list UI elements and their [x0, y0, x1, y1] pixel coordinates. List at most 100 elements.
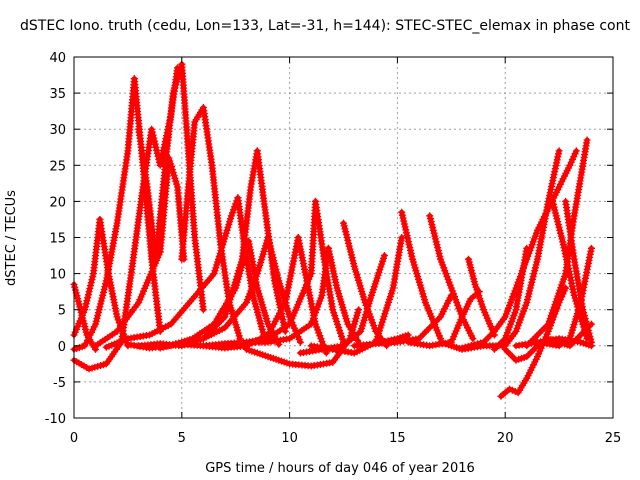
y-tick-label: 0	[58, 340, 66, 355]
plot-area	[70, 60, 595, 400]
data-point-marker	[555, 147, 563, 155]
data-point-marker	[582, 318, 590, 325]
chart-title: dSTEC Iono. truth (cedu, Lon=133, Lat=-3…	[20, 18, 630, 34]
data-point-marker	[572, 147, 580, 155]
y-tick-label: 30	[49, 123, 66, 138]
data-point-marker	[587, 244, 595, 252]
ticks: 0 5 10 15 20 25 -10 -5 0 5 10 15 20 25 30 35 40	[45, 51, 622, 446]
data-point-marker	[87, 279, 95, 287]
x-tick-label: 5	[178, 431, 186, 446]
data-point-marker	[159, 343, 167, 351]
data-series	[512, 335, 595, 350]
y-tick-label: 10	[49, 268, 66, 283]
data-point-marker	[337, 329, 345, 337]
y-tick-label: 35	[49, 87, 66, 102]
data-series	[490, 244, 531, 353]
data-point-marker	[585, 329, 593, 337]
data-point-marker	[331, 312, 339, 320]
data-point-marker	[469, 335, 477, 343]
y-tick-label: 15	[49, 232, 66, 247]
data-point-marker	[400, 217, 408, 225]
data-point-marker	[87, 282, 94, 290]
y-tick-label: -10	[45, 412, 66, 427]
data-point-marker	[166, 342, 173, 349]
data-point-marker	[169, 341, 177, 349]
data-point-marker	[339, 335, 346, 343]
data-point-marker	[335, 323, 343, 331]
y-axis-label: dSTEC / TECUs	[4, 190, 19, 286]
data-point-marker	[523, 244, 531, 252]
data-point-marker	[404, 331, 412, 339]
data-point-marker	[406, 243, 414, 251]
data-series	[221, 244, 332, 350]
y-tick-label: 25	[49, 159, 66, 174]
data-point-marker	[546, 189, 554, 196]
data-point-marker	[447, 291, 455, 299]
data-point-marker	[548, 180, 556, 188]
data-point-marker	[329, 306, 337, 314]
data-series	[92, 248, 164, 350]
data-point-marker	[156, 161, 164, 169]
data-point-marker	[148, 125, 156, 133]
data-point-marker	[84, 291, 92, 299]
data-point-marker	[477, 339, 485, 347]
data-point-marker	[150, 134, 158, 142]
data-point-marker	[398, 208, 406, 216]
data-point-marker	[567, 276, 575, 284]
data-point-marker	[470, 341, 478, 349]
data-point-marker	[89, 273, 97, 281]
data-point-marker	[275, 298, 283, 306]
data-point-marker	[162, 342, 170, 350]
x-axis-label: GPS time / hours of day 046 of year 2016	[205, 461, 475, 476]
data-series	[562, 197, 595, 346]
y-tick-label: 20	[49, 195, 66, 210]
data-series	[307, 234, 406, 357]
y-tick-label: 40	[49, 51, 66, 66]
data-point-marker	[355, 306, 363, 314]
data-point-marker	[151, 137, 158, 145]
data-point-marker	[151, 140, 159, 148]
data-series	[102, 194, 242, 351]
data-series	[156, 154, 188, 263]
data-point-marker	[82, 303, 89, 311]
data-point-marker	[583, 136, 591, 144]
data-point-marker	[229, 209, 236, 217]
x-tick-label: 20	[497, 431, 514, 446]
data-point-marker	[153, 146, 161, 154]
data-point-marker	[172, 340, 180, 348]
data-point-marker	[562, 253, 570, 261]
data-point-marker	[148, 128, 156, 136]
y-tick-label: -5	[53, 376, 66, 391]
data-point-marker	[554, 153, 562, 161]
data-point-marker	[152, 143, 160, 151]
data-series	[294, 234, 330, 357]
data-point-marker	[464, 342, 472, 350]
x-tick-label: 15	[389, 431, 406, 446]
data-point-marker	[86, 285, 94, 293]
x-tick-label: 0	[70, 431, 78, 446]
data-point-marker	[587, 335, 595, 343]
data-point-marker	[458, 344, 466, 352]
data-point-marker	[467, 342, 475, 349]
x-tick-label: 10	[281, 431, 298, 446]
data-point-marker	[296, 338, 304, 346]
data-point-marker	[227, 212, 235, 220]
grid	[74, 57, 613, 418]
data-point-marker	[156, 344, 164, 352]
data-point-marker	[199, 306, 207, 314]
data-series	[398, 208, 445, 343]
data-point-marker	[83, 297, 91, 305]
data-point-marker	[333, 318, 341, 325]
data-point-marker	[84, 294, 92, 302]
data-point-marker	[587, 342, 595, 350]
data-point-marker	[408, 252, 416, 260]
data-series	[178, 104, 216, 263]
data-point-marker	[560, 244, 568, 252]
data-point-marker	[580, 312, 588, 320]
x-tick-label: 25	[605, 431, 622, 446]
data-series	[426, 212, 477, 343]
data-point-marker	[230, 206, 237, 214]
data-point-marker	[149, 131, 157, 139]
data-point-marker	[88, 276, 96, 284]
